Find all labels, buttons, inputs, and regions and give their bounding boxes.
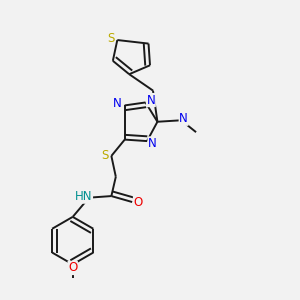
Text: N: N xyxy=(146,94,155,106)
Text: N: N xyxy=(113,98,122,110)
Text: O: O xyxy=(134,196,143,208)
Text: S: S xyxy=(101,149,109,162)
Text: N: N xyxy=(179,112,188,125)
Text: S: S xyxy=(107,32,115,45)
Text: HN: HN xyxy=(75,190,92,203)
Text: N: N xyxy=(148,137,157,150)
Text: O: O xyxy=(68,262,77,275)
